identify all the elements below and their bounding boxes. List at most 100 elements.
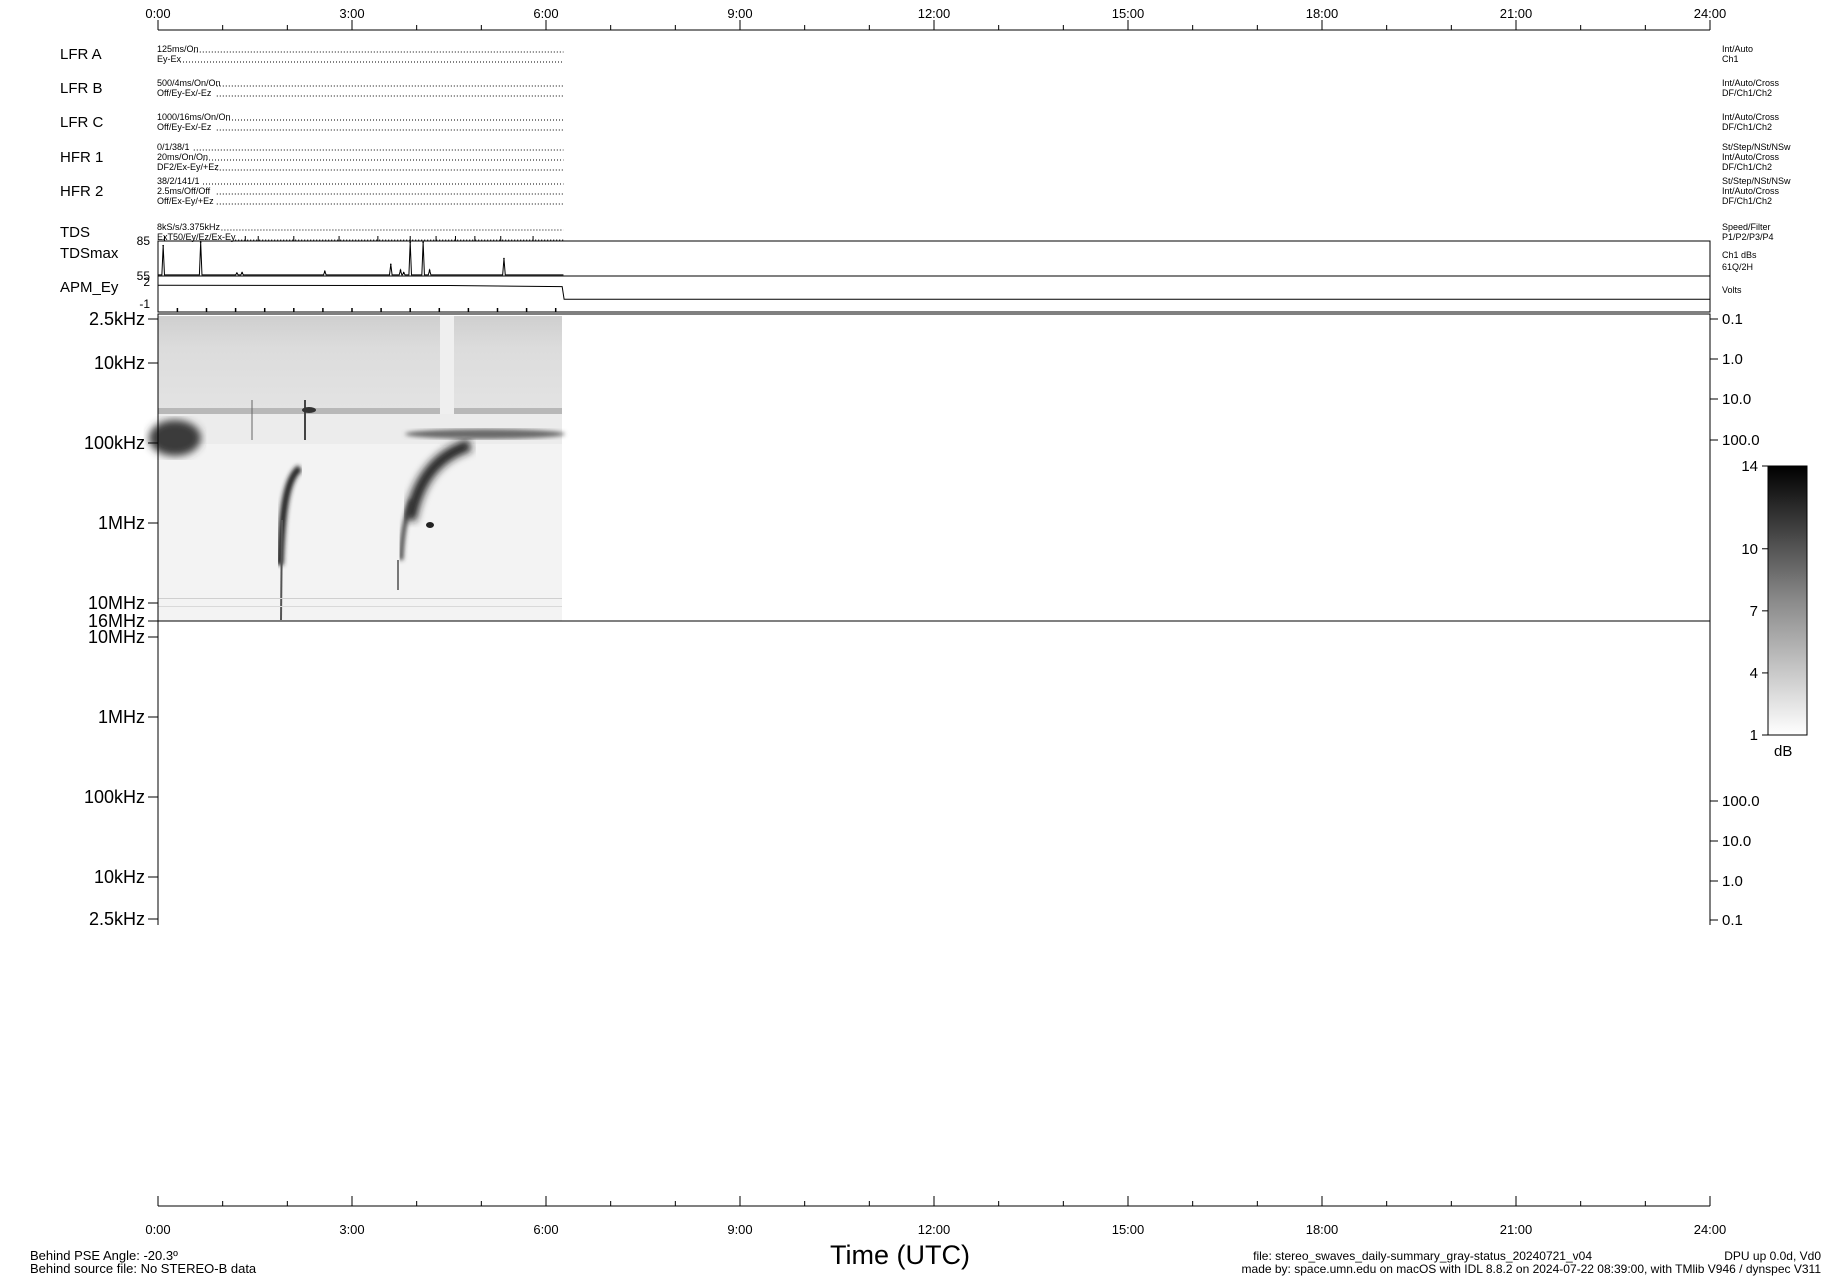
tdsmax-spike-point: [324, 270, 326, 273]
time-tick-label: 21:00: [1500, 6, 1533, 21]
status-right-text: Int/Auto/Cross: [1722, 152, 1780, 162]
status-right-text: St/Step/NSt/NSw: [1722, 176, 1791, 186]
colorbar-unit: dB: [1774, 743, 1792, 760]
time-axis-top: 0:00 3:00 6:00 9:00 12:00 15:00 18:00 21:00 24:0…: [145, 6, 1727, 31]
tdsmax-frame: [157, 240, 1711, 277]
time-tick-label: 3:00: [339, 1222, 364, 1237]
status-right-text: DF/Ch1/Ch2: [1722, 122, 1772, 132]
status-right-text: Int/Auto/Cross: [1722, 186, 1780, 196]
rad-tick-label: 0.1: [1722, 311, 1743, 328]
freq-tick-label: 10MHz: [88, 627, 145, 647]
status-right-text: Int/Auto: [1722, 44, 1753, 54]
time-tick-label: 24:00: [1694, 6, 1727, 21]
freq-tick-label: 16MHz: [88, 611, 145, 631]
status-line-text: 500/4ms/On/On: [157, 78, 221, 88]
apm-right-text: Volts: [1722, 285, 1742, 295]
file-name-text: file: stereo_swaves_daily-summary_gray-s…: [1253, 1249, 1592, 1263]
status-row-label: LFR A: [60, 46, 102, 63]
status-line-text: Ey-Ex: [157, 54, 182, 64]
spectrogram-behind: 10MHz 1MHz 100kHz 10kHz 2.5kHz 100.0 10.0 1.0 0.…: [84, 620, 1760, 929]
status-row-label: LFR B: [60, 80, 103, 97]
tdsmax-right-text: Ch1 dBs: [1722, 250, 1757, 260]
status-line-text: DF2/Ex-Ey/+Ez: [157, 162, 219, 172]
time-tick-label: 6:00: [533, 6, 558, 21]
time-tick-label: 0:00: [145, 6, 170, 21]
rad-tick-label: 0.1: [1722, 912, 1743, 929]
time-tick-label: 12:00: [918, 1222, 951, 1237]
freq-tick-label: 100kHz: [84, 433, 145, 453]
time-tick-label: 24:00: [1694, 1222, 1727, 1237]
rad-tick-label: 10.0: [1722, 833, 1751, 850]
spectrogram-ahead-image: [149, 316, 565, 621]
tdsmax-spike-point: [428, 269, 431, 271]
freq-tick-label: 100kHz: [84, 787, 145, 807]
rad-tick-label: 100.0: [1722, 432, 1760, 449]
tdsmax-label: TDSmax: [60, 245, 119, 262]
apm-panel: APM_Ey 2 -1 Volts: [60, 275, 1742, 313]
status-right-text: P1/P2/P3/P4: [1722, 232, 1774, 242]
rad-tick-label: 10.0: [1722, 391, 1751, 408]
tdsmax-right-text: 61Q/2H: [1722, 262, 1753, 272]
status-line-text: 0/1/38/1: [157, 142, 190, 152]
time-tick-label: 0:00: [145, 1222, 170, 1237]
colorbar-tick-label: 7: [1750, 603, 1758, 620]
tdsmax-spike-point: [409, 241, 412, 243]
tdsmax-spike-point: [236, 272, 238, 274]
time-tick-label: 9:00: [727, 6, 752, 21]
time-tick-label: 3:00: [339, 6, 364, 21]
status-row-label: TDS: [60, 224, 90, 241]
tdsmax-y-tick-label: 55: [137, 269, 151, 283]
dpu-status-text: DPU up 0.0d, Vd0: [1724, 1249, 1821, 1263]
pse-angle-text: Behind PSE Angle: -20.3º: [30, 1248, 178, 1263]
status-right-text: Ch1: [1722, 54, 1739, 64]
status-line-text: Off/Ex-Ey/+Ez: [157, 196, 214, 206]
colorbar: 14 10 7 4 1 dB: [1741, 458, 1808, 760]
freq-tick-label: 1MHz: [98, 707, 145, 727]
freq-tick-label: 1MHz: [98, 513, 145, 533]
tdsmax-spike-point: [422, 241, 424, 243]
time-tick-label: 9:00: [727, 1222, 752, 1237]
apm-label: APM_Ey: [60, 279, 119, 296]
status-line-text: Off/Ey-Ex/-Ez: [157, 88, 212, 98]
tdsmax-spike-point: [399, 269, 402, 271]
status-row-label: HFR 1: [60, 149, 103, 166]
x-axis-title: Time (UTC): [830, 1240, 970, 1270]
tdsmax-spike-point: [390, 263, 392, 266]
colorbar-tick-label: 1: [1750, 727, 1758, 744]
apm-y-tick-label: 2: [143, 275, 150, 289]
status-right-text: DF/Ch1/Ch2: [1722, 162, 1772, 172]
tdsmax-series-line: [158, 242, 564, 276]
time-tick-label: 18:00: [1306, 6, 1339, 21]
tdsmax-spike-point: [162, 244, 164, 247]
freq-tick-label: 2.5kHz: [89, 309, 145, 329]
time-tick-label: 6:00: [533, 1222, 558, 1237]
status-line-text: 2.5ms/Off/Off: [157, 186, 211, 196]
time-tick-label: 12:00: [918, 6, 951, 21]
made-by-text: made by: space.umn.edu on macOS with IDL…: [1241, 1262, 1821, 1276]
status-line-text: 125ms/On: [157, 44, 199, 54]
status-right-text: Int/Auto/Cross: [1722, 78, 1780, 88]
source-file-text: Behind source file: No STEREO-B data: [30, 1261, 257, 1276]
time-tick-label: 15:00: [1112, 6, 1145, 21]
apm-series-line: [157, 284, 1710, 300]
status-right-text: DF/Ch1/Ch2: [1722, 196, 1772, 206]
apm-frame: [157, 275, 1711, 313]
status-line-text: 38/2/141/1: [157, 176, 200, 186]
rad-tick-label: 1.0: [1722, 873, 1743, 890]
time-axis-bottom: 0:00 3:00 6:00 9:00 12:00 15:00 18:00 21:00 24:0…: [145, 1196, 1726, 1237]
time-tick-label: 15:00: [1112, 1222, 1145, 1237]
time-tick-label: 21:00: [1500, 1222, 1533, 1237]
freq-tick-label: 10kHz: [94, 867, 145, 887]
tdsmax-spike-point: [241, 271, 243, 274]
status-right-text: Int/Auto/Cross: [1722, 112, 1780, 122]
time-tick-label: 18:00: [1306, 1222, 1339, 1237]
status-right-text: Speed/Filter: [1722, 222, 1771, 232]
rad-tick-label: 100.0: [1722, 793, 1760, 810]
status-line-text: Off/Ey-Ex/-Ez: [157, 122, 212, 132]
status-row-label: HFR 2: [60, 183, 103, 200]
status-right-text: DF/Ch1/Ch2: [1722, 88, 1772, 98]
